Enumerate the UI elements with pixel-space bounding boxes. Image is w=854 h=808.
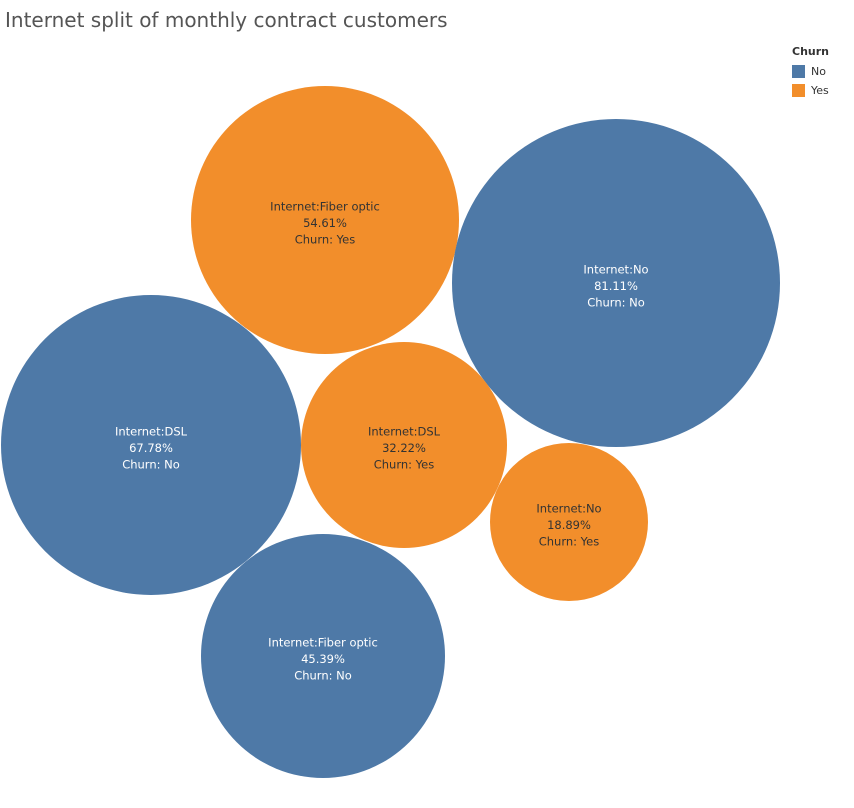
bubble-internet-no-yes-label-churn: Churn: Yes bbox=[539, 535, 600, 549]
legend-swatch-yes bbox=[792, 84, 805, 97]
bubble-internet-fiber-optic-no-label-churn: Churn: No bbox=[294, 669, 352, 683]
bubble-internet-no-yes[interactable]: Internet:No 18.89% Churn: Yes bbox=[490, 443, 648, 601]
bubble-internet-dsl-yes-label-percent: 32.22% bbox=[382, 441, 426, 455]
bubble-internet-fiber-optic-yes-label-internet: Internet:Fiber optic bbox=[270, 200, 380, 214]
bubble-internet-fiber-optic-yes[interactable]: Internet:Fiber optic 54.61% Churn: Yes bbox=[191, 86, 459, 354]
bubble-internet-no-no-label-churn: Churn: No bbox=[587, 296, 645, 310]
bubble-internet-dsl-no-label-churn: Churn: No bbox=[122, 458, 180, 472]
bubble-internet-dsl-yes-label-churn: Churn: Yes bbox=[374, 458, 435, 472]
bubble-internet-no-no-circle[interactable] bbox=[452, 119, 780, 447]
bubble-internet-dsl-no-label-percent: 67.78% bbox=[129, 441, 173, 455]
bubble-internet-dsl-no-circle[interactable] bbox=[1, 295, 301, 595]
bubble-internet-no-yes-label-percent: 18.89% bbox=[547, 518, 591, 532]
legend-title: Churn bbox=[792, 45, 829, 58]
bubble-internet-dsl-yes-label-internet: Internet:DSL bbox=[368, 425, 441, 439]
bubble-internet-no-no-label-percent: 81.11% bbox=[594, 279, 638, 293]
legend-item-no[interactable]: No bbox=[792, 62, 829, 81]
legend-swatch-no bbox=[792, 65, 805, 78]
bubble-internet-fiber-optic-no-circle[interactable] bbox=[201, 534, 445, 778]
bubble-internet-fiber-optic-no-label-internet: Internet:Fiber optic bbox=[268, 636, 378, 650]
legend-label-no: No bbox=[811, 65, 826, 78]
bubble-internet-fiber-optic-yes-circle[interactable] bbox=[191, 86, 459, 354]
bubble-internet-no-no-label-internet: Internet:No bbox=[583, 263, 648, 277]
bubble-internet-fiber-optic-yes-label-percent: 54.61% bbox=[303, 216, 347, 230]
legend-item-yes[interactable]: Yes bbox=[792, 81, 829, 100]
legend-label-yes: Yes bbox=[811, 84, 829, 97]
chart-title: Internet split of monthly contract custo… bbox=[5, 8, 448, 32]
bubble-internet-dsl-yes-circle[interactable] bbox=[301, 342, 507, 548]
bubble-internet-dsl-yes[interactable]: Internet:DSL 32.22% Churn: Yes bbox=[301, 342, 507, 548]
bubble-internet-no-yes-circle[interactable] bbox=[490, 443, 648, 601]
bubble-internet-no-no[interactable]: Internet:No 81.11% Churn: No bbox=[452, 119, 780, 447]
legend: Churn No Yes bbox=[792, 45, 829, 100]
bubble-internet-fiber-optic-yes-label-churn: Churn: Yes bbox=[295, 233, 356, 247]
bubble-internet-no-yes-label-internet: Internet:No bbox=[536, 502, 601, 516]
bubble-internet-dsl-no-label-internet: Internet:DSL bbox=[115, 425, 188, 439]
bubble-internet-fiber-optic-no-label-percent: 45.39% bbox=[301, 652, 345, 666]
bubble-internet-fiber-optic-no[interactable]: Internet:Fiber optic 45.39% Churn: No bbox=[201, 534, 445, 778]
bubble-internet-dsl-no[interactable]: Internet:DSL 67.78% Churn: No bbox=[1, 295, 301, 595]
